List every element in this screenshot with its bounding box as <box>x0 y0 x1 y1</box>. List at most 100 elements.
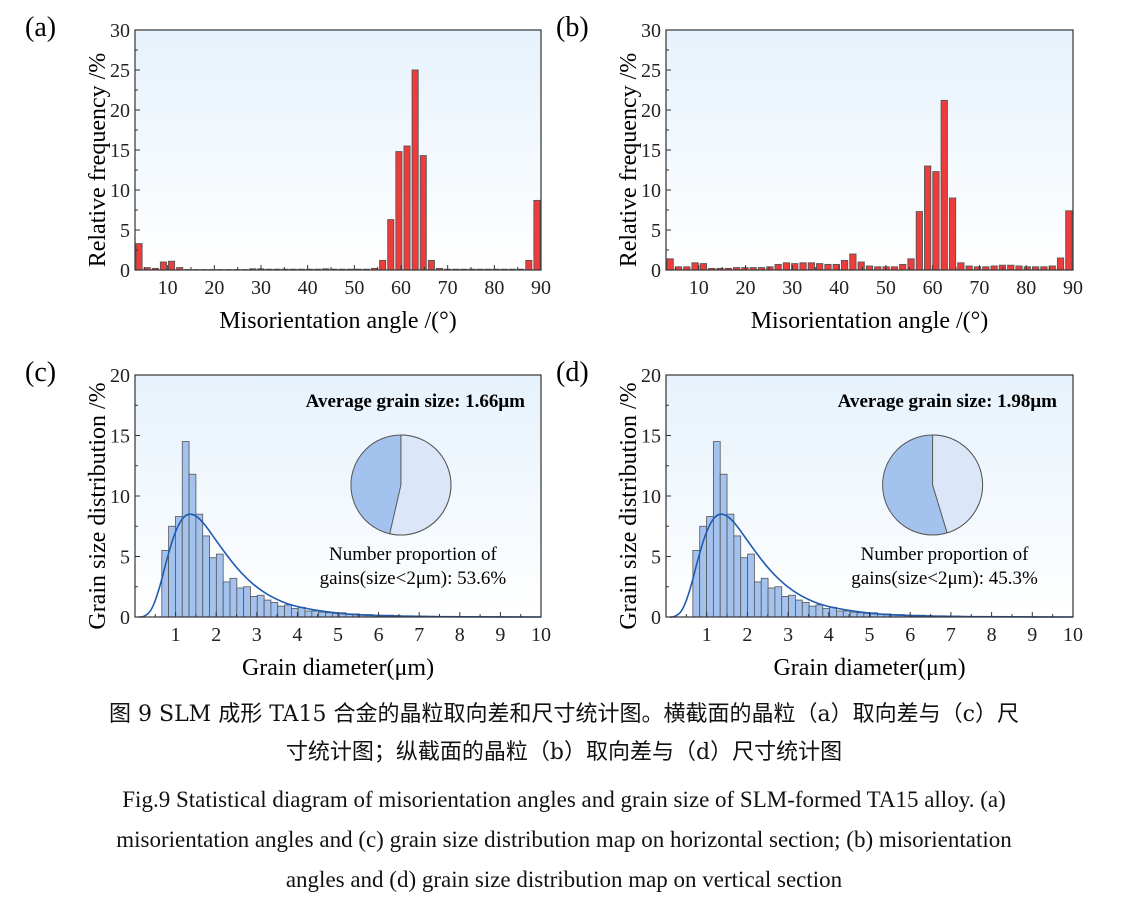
x-tick-label: 6 <box>905 624 915 646</box>
bar <box>865 265 874 271</box>
x-tick-label: 10 <box>158 277 178 299</box>
y-tick-label: 5 <box>120 220 130 242</box>
bar <box>726 513 735 618</box>
panel-label: (d) <box>556 357 589 388</box>
caption-en-line2: misorientation angles and (c) grain size… <box>116 827 1012 852</box>
plot-background <box>666 30 1073 270</box>
bar <box>1015 265 1023 271</box>
y-tick-label: 10 <box>641 486 661 508</box>
bar <box>832 263 840 271</box>
x-axis-label: Misorientation angle /(°) <box>751 308 989 334</box>
y-tick-label: 25 <box>641 60 661 82</box>
x-tick-label: 60 <box>923 277 943 299</box>
bar <box>754 581 762 618</box>
y-tick-label: 10 <box>110 180 130 202</box>
bar <box>387 219 395 271</box>
x-tick-label: 3 <box>783 624 793 646</box>
bar <box>899 263 907 271</box>
x-tick-label: 5 <box>865 624 875 646</box>
y-tick-label: 15 <box>641 426 661 448</box>
y-tick-label: 10 <box>641 180 661 202</box>
bar <box>403 145 411 271</box>
x-tick-label: 90 <box>531 277 551 299</box>
x-tick-label: 10 <box>531 624 551 646</box>
bar <box>666 258 674 271</box>
bar <box>1056 257 1065 271</box>
x-tick-label: 8 <box>987 624 997 646</box>
bar <box>788 594 796 618</box>
x-tick-label: 9 <box>495 624 505 646</box>
x-tick-label: 1 <box>171 624 181 646</box>
y-tick-label: 5 <box>120 547 130 569</box>
bar <box>304 610 313 618</box>
caption-en-line3: angles and (d) grain size distribution m… <box>285 867 843 892</box>
bar <box>849 253 857 271</box>
y-tick-label: 30 <box>110 20 130 42</box>
x-axis-label: Grain diameter(μm) <box>773 655 965 681</box>
bar <box>857 261 865 271</box>
x-tick-label: 30 <box>782 277 802 299</box>
bar <box>243 586 251 618</box>
bar <box>284 604 292 618</box>
bar <box>135 243 143 271</box>
bar <box>712 441 721 618</box>
bar <box>161 550 170 618</box>
bar <box>188 473 197 618</box>
bar <box>250 596 258 618</box>
y-axis-label: Relative frequency /% <box>85 53 111 268</box>
y-tick-label: 15 <box>641 140 661 162</box>
x-tick-label: 60 <box>391 277 411 299</box>
x-tick-label: 70 <box>438 277 458 299</box>
x-tick-label: 5 <box>333 624 343 646</box>
caption-zh-line2: 寸统计图；纵截面的晶粒（b）取向差与（d）尺寸统计图 <box>285 740 843 765</box>
bar <box>263 599 272 618</box>
bar <box>767 587 776 618</box>
y-axis-label: Grain size distribution /% <box>85 382 111 629</box>
chart-d: 0 5 10 15 20 1 2 3 4 5 6 7 8 9 10 Grain diameter(μm) Gra… <box>556 357 1083 681</box>
bar <box>799 262 807 271</box>
bar <box>159 261 167 271</box>
x-tick-label: 80 <box>484 277 504 299</box>
x-tick-label: 4 <box>824 624 834 646</box>
bar <box>1065 210 1073 271</box>
y-tick-label: 15 <box>110 140 130 162</box>
bar <box>824 263 832 271</box>
bar <box>849 611 858 618</box>
pie-label-line1: Number proportion of <box>861 544 1029 565</box>
x-tick-label: 7 <box>946 624 956 646</box>
bar <box>411 69 419 271</box>
y-tick-label: 20 <box>110 365 130 387</box>
y-tick-label: 0 <box>651 607 661 629</box>
bar <box>1007 264 1015 271</box>
bar <box>236 587 245 618</box>
bar <box>318 611 326 618</box>
y-tick-label: 5 <box>651 547 661 569</box>
caption-en-line1: Fig.9 Statistical diagram of misorientat… <box>122 787 1006 812</box>
caption-zh-line1: 图 9 SLM 成形 TA15 合金的晶粒取向差和尺寸统计图。横截面的晶粒（a）… <box>109 702 1019 727</box>
x-tick-label: 50 <box>344 277 364 299</box>
bar <box>222 581 231 618</box>
bar <box>525 259 533 271</box>
y-tick-label: 20 <box>641 365 661 387</box>
y-tick-label: 25 <box>110 60 130 82</box>
y-tick-label: 20 <box>110 100 130 122</box>
bar <box>836 610 844 618</box>
bar <box>781 596 789 618</box>
y-tick-label: 15 <box>110 426 130 448</box>
x-tick-label: 6 <box>374 624 384 646</box>
bar <box>229 577 238 618</box>
bar <box>816 263 824 271</box>
pie-slice-under-2um <box>389 434 452 536</box>
bar <box>691 262 699 271</box>
bar <box>856 612 865 618</box>
x-tick-label: 3 <box>252 624 262 646</box>
x-tick-label: 1 <box>702 624 712 646</box>
y-axis-label: Grain size distribution /% <box>616 382 642 629</box>
bar <box>733 535 742 618</box>
bar <box>277 605 285 618</box>
pie-label-line2: gains(size<2μm): 53.6% <box>320 568 507 589</box>
pie-label-line1: Number proportion of <box>329 544 497 565</box>
bar <box>215 553 224 618</box>
bar <box>379 259 387 271</box>
bar <box>699 263 707 271</box>
